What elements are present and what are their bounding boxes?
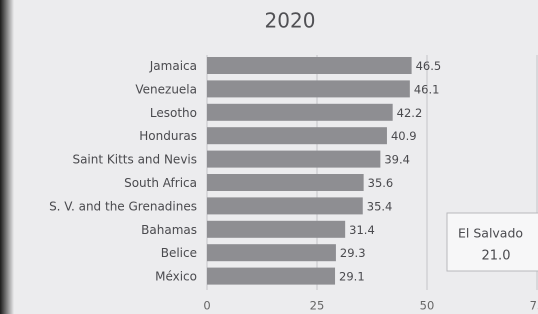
y-tick-label: Venezuela [135,82,197,96]
x-tick-label: 75 [530,299,538,313]
bar [207,127,387,144]
value-label: 35.6 [368,176,394,190]
value-label: 31.4 [349,223,375,237]
value-label: 40.9 [391,129,417,143]
bar [207,268,335,285]
y-tick-label: Bahamas [141,223,197,237]
value-label: 29.1 [339,270,365,284]
x-tick-label: 0 [203,299,210,313]
chart-title: 2020 [265,9,316,33]
y-tick-label: Jamaica [149,59,197,73]
y-tick-label: Honduras [139,129,197,143]
bar [207,57,412,74]
value-label: 46.5 [416,59,442,73]
bar [207,197,363,214]
bar [207,151,380,168]
value-label: 42.2 [397,106,423,120]
chart: 2020 El Salvado 21.0 0 25 50 75 Jamaica 46.5 V… [0,0,538,314]
bar [207,221,345,238]
x-tick-label: 50 [420,299,435,313]
y-tick-label: Belice [161,246,197,260]
bar [207,80,410,97]
photo-edge [0,0,14,314]
bar [207,104,393,121]
y-tick-label: Saint Kitts and Nevis [72,153,197,167]
y-tick-label: México [155,270,197,284]
y-tick-label: S. V. and the Grenadines [49,199,197,213]
bar [207,244,336,261]
x-tick-label: 25 [310,299,325,313]
y-tick-label: South Africa [124,176,197,190]
annotation-value: 21.0 [482,249,511,264]
page: {"chart_data": {"type": "bar", "orientat… [0,0,538,314]
y-tick-label: Lesotho [150,106,197,120]
bar [207,174,364,191]
value-label: 29.3 [340,246,366,260]
value-label: 35.4 [367,199,393,213]
value-label: 39.4 [384,153,410,167]
value-label: 46.1 [414,82,440,96]
annotation-label: El Salvado [458,226,523,241]
